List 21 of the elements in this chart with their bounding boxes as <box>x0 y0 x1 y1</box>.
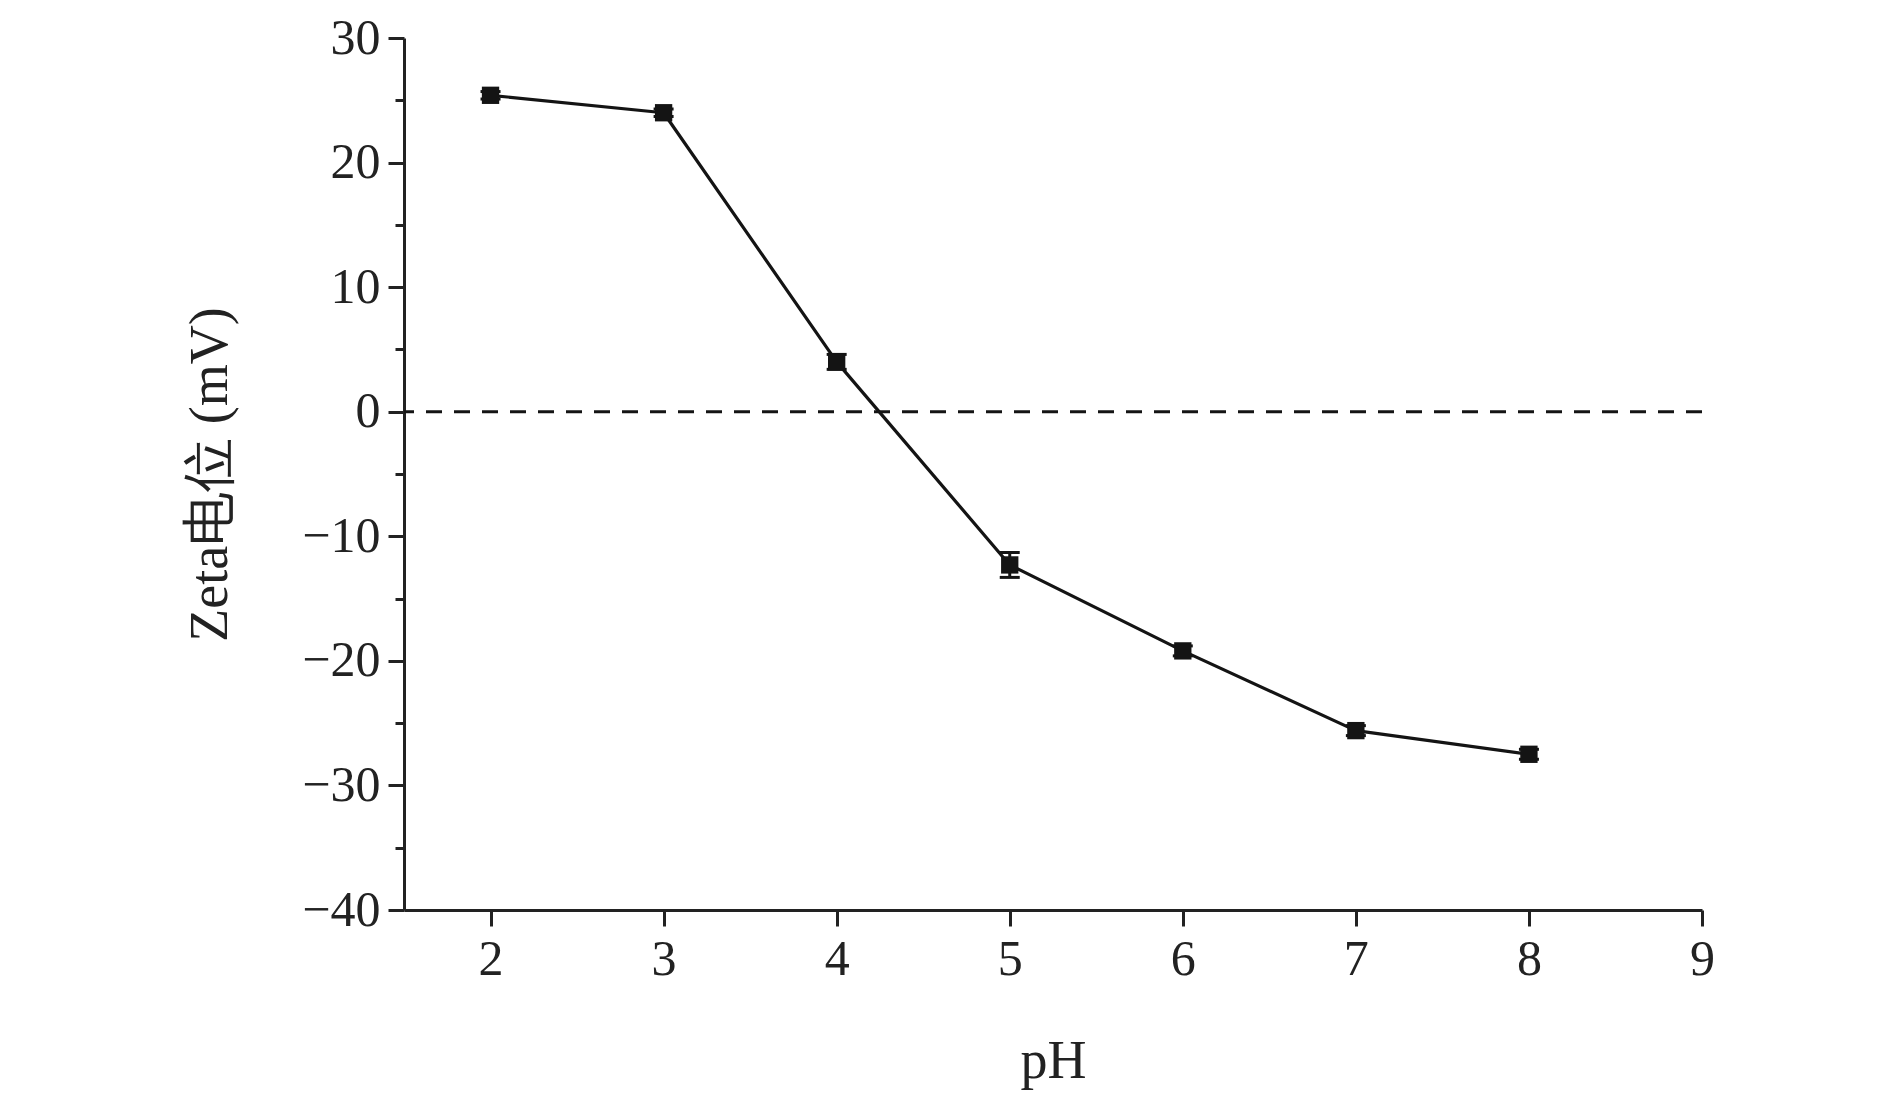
point <box>481 86 500 104</box>
y-tick-label: 10 <box>330 257 381 314</box>
x-tick-label: 6 <box>1170 929 1196 986</box>
x-tick-label: 4 <box>824 929 850 986</box>
x-tick-label: 5 <box>997 929 1023 986</box>
y-tick-label: −40 <box>302 880 381 937</box>
y-tick-label: 0 <box>355 382 381 439</box>
x-tick-label: 9 <box>1690 929 1715 986</box>
point <box>654 104 673 122</box>
y-tick-label: −30 <box>302 755 381 812</box>
x-tick-label: 8 <box>1516 929 1542 986</box>
y-tick-label: 30 <box>330 8 381 65</box>
y-tick-label: −10 <box>302 506 381 563</box>
y-axis-title: Zeta电位 (mV) <box>179 307 240 642</box>
y-tick-label: 20 <box>330 133 381 190</box>
x-tick-label: 3 <box>651 929 677 986</box>
point <box>1001 556 1019 574</box>
x-tick-label: 2 <box>478 929 504 986</box>
x-tick-label: 7 <box>1343 929 1369 986</box>
y-tick-label: −20 <box>302 631 381 688</box>
x-axis-title: pH <box>1020 1029 1087 1090</box>
